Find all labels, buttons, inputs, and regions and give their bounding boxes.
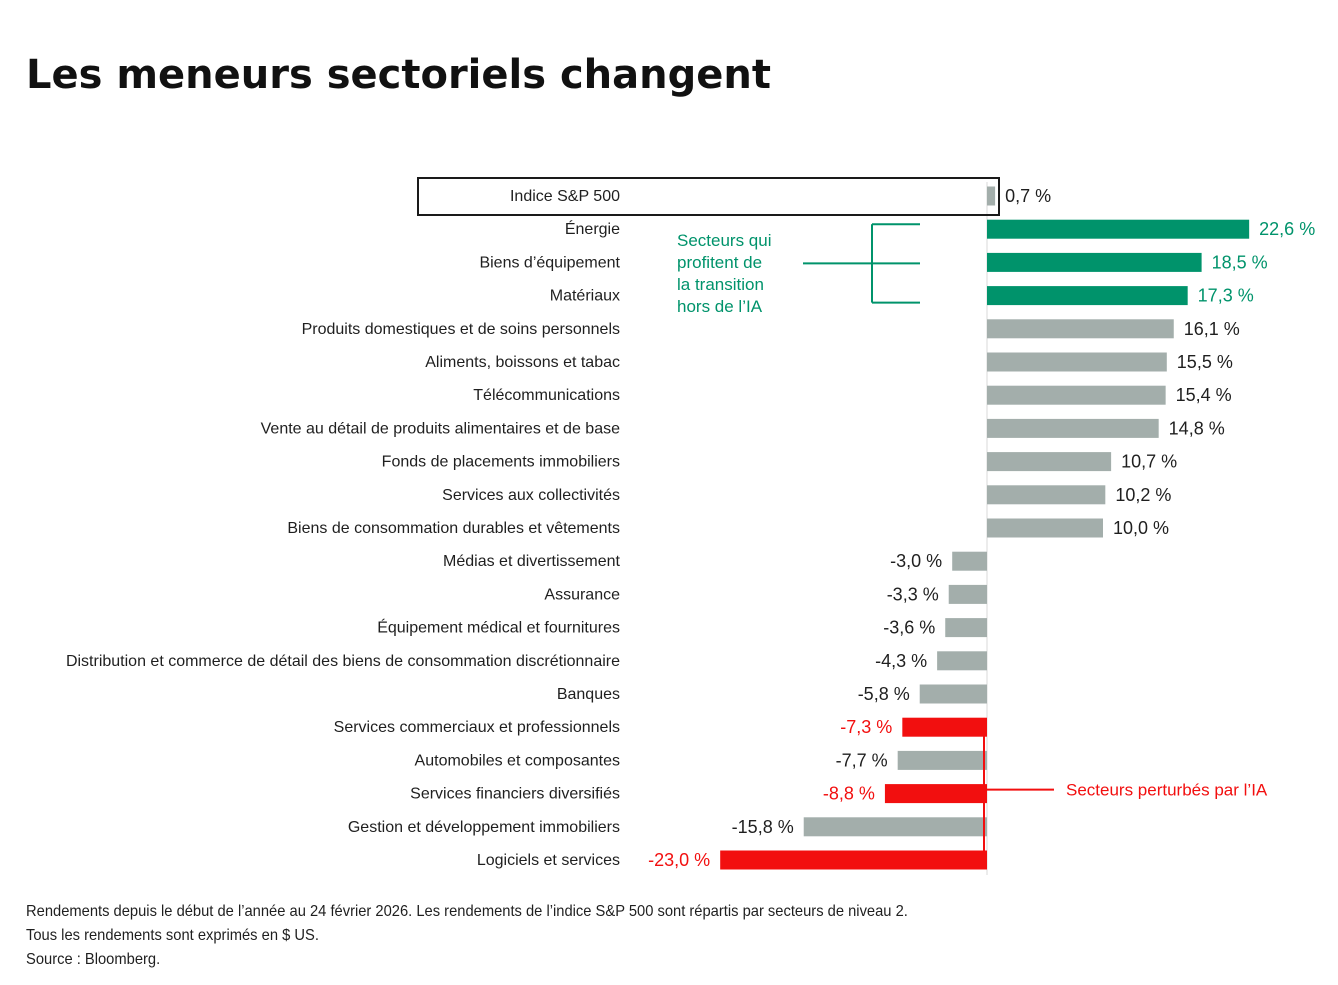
bar-assurance: [948, 584, 987, 604]
bar-services-commerciaux-et-professionnels: [902, 717, 987, 737]
benefit-annotation-line-3: la transition: [677, 275, 764, 294]
value-label-materiaux: 17,3 %: [1198, 286, 1254, 306]
footnote-source: Source : Bloomberg.: [26, 951, 161, 968]
value-label-medias-et-divertissement: -3,0 %: [890, 551, 942, 571]
chart-title: Les meneurs sectoriels changent: [26, 52, 771, 98]
bar-equipement-medical-et-fournitures: [945, 618, 987, 638]
bar-biens-d-equipement: [987, 252, 1202, 272]
category-label-produits-domestiques-et-de-soins-personnels: Produits domestiques et de soins personn…: [302, 321, 620, 338]
value-label-equipement-medical-et-fournitures: -3,6 %: [883, 618, 935, 638]
category-label-vente-au-detail-de-produits-alimentaires-et-de-base: Vente au détail de produits alimentaires…: [261, 420, 620, 437]
category-label-materiaux: Matériaux: [550, 288, 620, 305]
category-label-distribution-et-commerce-de-detail-des-biens-de-consommation-discretionnaire: Distribution et commerce de détail des b…: [66, 653, 620, 670]
category-label-biens-de-consommation-durables-et-vetements: Biens de consommation durables et vêteme…: [287, 520, 620, 537]
bar-energie: [987, 219, 1250, 239]
bar-indice-s-p-500: [987, 186, 996, 206]
disrupted-annotation: Secteurs perturbés par l’IA: [1066, 781, 1268, 800]
benefit-bracket: [803, 223, 920, 304]
category-label-biens-d-equipement: Biens d’équipement: [479, 254, 620, 271]
category-label-aliments-boissons-et-tabac: Aliments, boissons et tabac: [425, 354, 620, 371]
footnote-returns: Rendements depuis le début de l’année au…: [26, 903, 908, 920]
bar-medias-et-divertissement: [952, 551, 987, 571]
value-label-distribution-et-commerce-de-detail-des-biens-de-consommation-discretionnaire: -4,3 %: [875, 651, 927, 671]
annotations-layer: Secteurs qui profitent de la transition hor…: [417, 177, 1268, 869]
value-label-banques: -5,8 %: [858, 684, 910, 704]
category-label-services-financiers-diversifies: Services financiers diversifiés: [410, 786, 620, 803]
footnotes: Rendements depuis le début de l’année au…: [26, 900, 908, 972]
category-label-assurance: Assurance: [544, 586, 620, 603]
bar-biens-de-consommation-durables-et-vetements: [987, 518, 1103, 538]
value-label-automobiles-et-composantes: -7,7 %: [836, 750, 888, 770]
bar-gestion-et-developpement-immobiliers: [803, 817, 987, 837]
value-label-indice-s-p-500: 0,7 %: [1005, 186, 1051, 206]
bar-aliments-boissons-et-tabac: [987, 352, 1167, 372]
category-label-banques: Banques: [557, 686, 620, 703]
bar-materiaux: [987, 286, 1188, 306]
benefit-annotation-line-4: hors de l’IA: [677, 297, 763, 316]
category-label-equipement-medical-et-fournitures: Équipement médical et fournitures: [377, 618, 620, 637]
benefit-annotation-line-1: Secteurs qui: [677, 231, 772, 250]
category-label-energie: Énergie: [565, 219, 620, 238]
value-label-logiciels-et-services: -23,0 %: [648, 850, 710, 870]
category-label-fonds-de-placements-immobiliers: Fonds de placements immobiliers: [382, 454, 620, 471]
value-label-telecommunications: 15,4 %: [1176, 385, 1232, 405]
bars-layer: Indice S&P 500 0,7 % Énergie 22,6 % Biens d’…: [66, 182, 1315, 875]
footnote-currency: Tous les rendements sont exprimés en $ U…: [26, 927, 319, 944]
value-label-aliments-boissons-et-tabac: 15,5 %: [1177, 352, 1233, 372]
category-label-logiciels-et-services: Logiciels et services: [477, 852, 620, 869]
bar-produits-domestiques-et-de-soins-personnels: [987, 319, 1174, 339]
bar-vente-au-detail-de-produits-alimentaires-et-de-base: [987, 418, 1159, 438]
bar-logiciels-et-services: [720, 850, 987, 870]
bar-services-financiers-diversifies: [884, 784, 987, 804]
value-label-energie: 22,6 %: [1259, 219, 1315, 239]
bar-chart: Indice S&P 500 0,7 % Énergie 22,6 % Biens d’…: [66, 177, 1315, 875]
index-highlight-box: [417, 177, 1000, 216]
bar-distribution-et-commerce-de-detail-des-biens-de-consommation-discretionnaire: [937, 651, 987, 671]
value-label-fonds-de-placements-immobiliers: 10,7 %: [1121, 452, 1177, 472]
value-label-services-aux-collectivites: 10,2 %: [1115, 485, 1171, 505]
bar-fonds-de-placements-immobiliers: [987, 452, 1112, 472]
disrupted-bracket: [983, 735, 1054, 869]
bar-banques: [919, 684, 987, 704]
category-label-automobiles-et-composantes: Automobiles et composantes: [415, 752, 620, 769]
value-label-vente-au-detail-de-produits-alimentaires-et-de-base: 14,8 %: [1169, 418, 1225, 438]
value-label-biens-d-equipement: 18,5 %: [1212, 252, 1268, 272]
category-label-indice-s-p-500: Indice S&P 500: [510, 188, 620, 205]
value-label-services-commerciaux-et-professionnels: -7,3 %: [840, 717, 892, 737]
bar-services-aux-collectivites: [987, 485, 1106, 505]
category-label-telecommunications: Télécommunications: [473, 387, 620, 404]
value-label-biens-de-consommation-durables-et-vetements: 10,0 %: [1113, 518, 1169, 538]
category-label-services-aux-collectivites: Services aux collectivités: [442, 487, 620, 504]
bar-telecommunications: [987, 385, 1166, 405]
bar-automobiles-et-composantes: [897, 750, 987, 770]
value-label-services-financiers-diversifies: -8,8 %: [823, 784, 875, 804]
category-label-gestion-et-developpement-immobiliers: Gestion et développement immobiliers: [348, 819, 620, 836]
category-label-services-commerciaux-et-professionnels: Services commerciaux et professionnels: [334, 719, 620, 736]
value-label-assurance: -3,3 %: [887, 584, 939, 604]
category-label-medias-et-divertissement: Médias et divertissement: [443, 553, 621, 570]
benefit-annotation-line-2: profitent de: [677, 253, 762, 272]
value-label-produits-domestiques-et-de-soins-personnels: 16,1 %: [1184, 319, 1240, 339]
value-label-gestion-et-developpement-immobiliers: -15,8 %: [732, 817, 794, 837]
